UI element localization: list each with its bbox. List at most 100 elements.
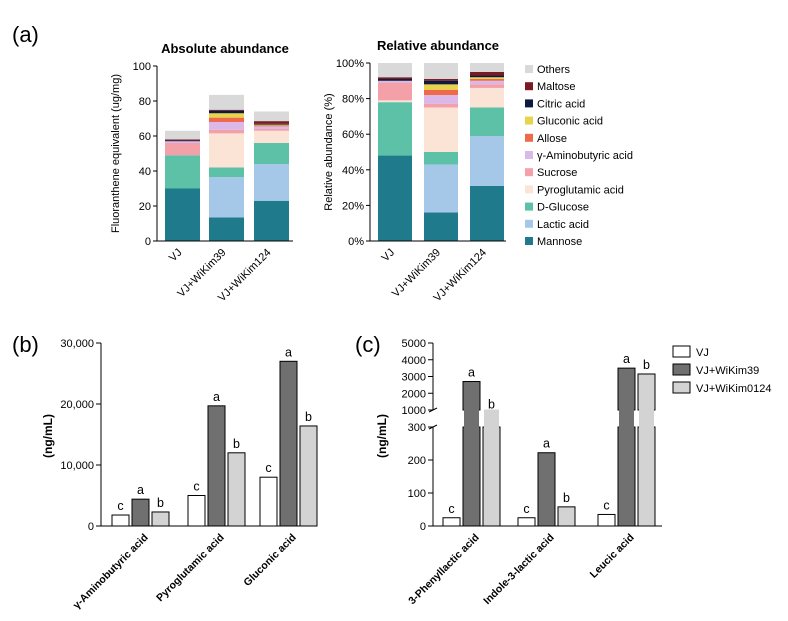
x-tick-label: Leucic acid [588,532,637,581]
legend-swatch [525,219,533,228]
stack-segment-allose [209,117,244,122]
legend-swatch [525,65,533,73]
bar [537,452,556,527]
y-tick-label: 60 [139,131,151,143]
bar-upper-segment [617,367,636,411]
stack-segment-citric-acid [470,75,504,78]
legend-label: VJ [696,347,709,359]
significance-letter: c [448,502,454,516]
stack-segment-maltose [254,121,289,124]
bar-lower-segment [637,426,656,527]
y-tick-label: 3000 [402,372,426,384]
stack-segment-lactic-acid [470,135,504,186]
y-tick-label: 0 [145,236,151,248]
legend-swatch [525,185,533,194]
bar-upper-segment [637,373,656,411]
legend-label: Lactic acid [537,219,589,231]
stack-segment-lactic-acid [209,177,244,218]
stack-segment-pyroglutamic-acid [254,130,289,143]
bar [259,476,278,527]
stack-segment-citric-acid [424,80,458,85]
stack-segment-sucrose [378,82,412,101]
significance-letter: c [117,499,123,513]
x-tick-label: Pyroglutamic acid [154,532,226,604]
stack-segment--aminobutyric-acid [254,126,289,129]
bar-break-fill [484,409,499,428]
stack-segment-d-glucose [378,102,412,156]
legend-label: Others [537,64,571,76]
y-tick-label: 1000 [402,405,426,417]
chart-title: Absolute abundance [161,41,289,56]
stack-segment--aminobutyric-acid [470,80,504,85]
stack-segment-gluconic-acid [470,77,504,80]
significance-letter: a [137,483,144,497]
bar [517,517,536,527]
bar [131,498,150,527]
legend-label: Gluconic acid [537,116,603,128]
x-tick-label: Gluconic acid [241,532,298,589]
significance-letter: a [285,345,292,359]
stack-segment-citric-acid [254,123,289,125]
legend-label: D-Glucose [537,202,589,214]
y-tick-label: 100 [408,488,426,500]
significance-letter: a [623,352,630,366]
chart-relative-abundance: Relative abundanceVJVJ+WiKim39VJ+WiKim12… [323,38,633,304]
stack-segment-allose [424,89,458,96]
stack-segment-mannose [254,200,289,241]
legend-label: Mannose [537,236,582,248]
x-tick-label: VJ [167,247,185,265]
bar [442,517,461,527]
significance-letter: b [488,397,495,411]
bar-lower-segment [462,426,481,527]
bar-break-fill [639,409,654,428]
stack-segment-allose [254,125,289,127]
y-tick-label: 40% [342,165,364,177]
significance-letter: a [543,437,550,451]
bar-lower-segment [482,426,501,527]
stack-segment-others [165,130,200,140]
stack-segment-gluconic-acid [254,124,289,126]
stack-segment-sucrose [209,129,244,134]
significance-letter: c [523,502,529,516]
bar [227,452,246,527]
stack-segment-maltose [209,109,244,111]
y-tick-label: 60% [342,129,364,141]
significance-letter: c [603,498,609,512]
y-tick-label: 30,000 [60,338,94,350]
stack-segment-maltose [165,139,200,141]
stack-segment-allose [470,79,504,81]
x-tick-label: γ-Aminobutyric acid [71,532,151,612]
stack-segment-d-glucose [165,155,200,189]
legend-label: Citric acid [537,98,585,110]
bar [187,495,206,527]
legend-swatch [672,345,691,358]
stack-segment-pyroglutamic-acid [424,107,458,152]
chart-absolute-abundance: Absolute abundanceVJVJ+WiKim39VJ+WiKim12… [110,41,293,304]
bar [207,405,226,527]
y-tick-label: 80 [139,96,151,108]
legend-swatch [672,381,691,394]
stack-segment-others [424,63,458,80]
legend-label: Sucrose [537,167,577,179]
bar [299,425,318,527]
legend-swatch [525,168,533,177]
stack-segment--aminobutyric-acid [209,122,244,130]
significance-letter: b [157,496,164,510]
stack-segment--aminobutyric-acid [165,141,200,143]
stack-segment-others [254,111,289,122]
chart-title: Relative abundance [377,38,499,53]
significance-letter: b [563,491,570,505]
y-tick-label: 20,000 [60,399,94,411]
significance-letter: c [265,461,271,475]
stack-segment-others [209,94,244,110]
significance-letter: b [305,410,312,424]
y-axis-title: Relative abundance (%) [323,93,335,210]
stack-segment-d-glucose [470,107,504,136]
stack-segment-others [470,63,504,72]
stack-segment-sucrose [165,143,200,156]
significance-letter: c [193,480,199,494]
bar-break-fill [619,409,634,428]
